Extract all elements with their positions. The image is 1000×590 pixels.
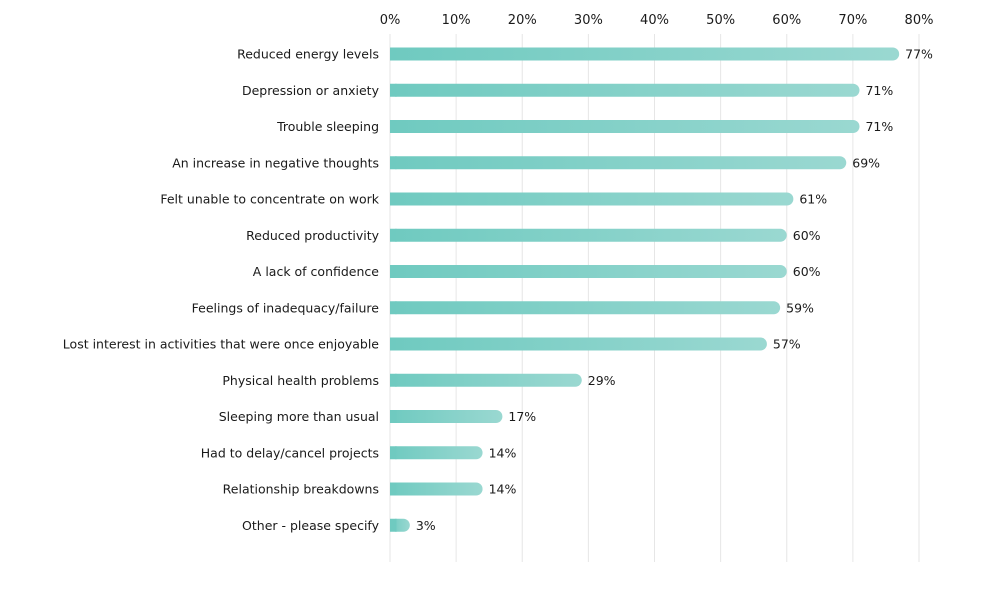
value-label: 60% bbox=[793, 228, 821, 243]
value-label: 59% bbox=[786, 300, 814, 315]
bar bbox=[390, 228, 787, 242]
value-label: 71% bbox=[865, 119, 893, 134]
category-label: Relationship breakdowns bbox=[223, 482, 379, 497]
bar-base bbox=[390, 337, 397, 351]
bar bbox=[390, 337, 767, 351]
category-label: Depression or anxiety bbox=[242, 83, 380, 98]
bar bbox=[390, 47, 900, 61]
x-tick-label: 40% bbox=[640, 13, 669, 28]
value-labels: 77% 71% 71% 69% 61% 60% 60% 59% 57% 29% 17% 14% 14% 3… bbox=[416, 47, 933, 533]
bar-base bbox=[390, 301, 397, 315]
value-label: 69% bbox=[852, 155, 880, 170]
bar-base bbox=[390, 156, 397, 170]
x-tick-label: 0% bbox=[380, 13, 401, 28]
category-label: Felt unable to concentrate on work bbox=[160, 192, 379, 207]
category-label: Feelings of inadequacy/failure bbox=[192, 300, 380, 315]
category-label: Physical health problems bbox=[222, 373, 379, 388]
category-labels: Reduced energy levels Depression or anxie… bbox=[63, 47, 380, 533]
x-axis-ticks: 0% 10% 20% 30% 40% 50% 60% 70% 80% bbox=[380, 13, 934, 28]
x-tick-label: 50% bbox=[706, 13, 735, 28]
value-label: 60% bbox=[793, 264, 821, 279]
bar-base bbox=[390, 192, 397, 206]
bar bbox=[390, 83, 860, 97]
category-label: A lack of confidence bbox=[253, 264, 379, 279]
category-label: An increase in negative thoughts bbox=[172, 155, 379, 170]
bar bbox=[390, 446, 483, 460]
bar bbox=[390, 192, 794, 206]
value-label: 3% bbox=[416, 518, 436, 533]
bar bbox=[390, 301, 781, 315]
value-label: 61% bbox=[799, 192, 827, 207]
bars bbox=[390, 47, 900, 532]
bar bbox=[390, 373, 582, 387]
category-label: Reduced productivity bbox=[246, 228, 379, 243]
category-label: Other - please specify bbox=[242, 518, 380, 533]
bar-base bbox=[390, 120, 397, 133]
bar-base bbox=[390, 482, 397, 496]
value-label: 29% bbox=[588, 373, 616, 388]
bar-base bbox=[390, 265, 397, 278]
bar-base bbox=[390, 518, 397, 532]
category-label: Sleeping more than usual bbox=[219, 409, 379, 424]
value-label: 77% bbox=[905, 47, 933, 62]
bar-base bbox=[390, 410, 397, 423]
bar bbox=[390, 120, 860, 133]
x-tick-label: 80% bbox=[905, 13, 934, 28]
x-tick-label: 30% bbox=[574, 13, 603, 28]
bar bbox=[390, 482, 483, 496]
bar bbox=[390, 156, 847, 170]
category-label: Had to delay/cancel projects bbox=[201, 445, 379, 460]
value-label: 17% bbox=[508, 409, 536, 424]
bar-base bbox=[390, 47, 397, 61]
bar bbox=[390, 410, 503, 423]
x-tick-label: 20% bbox=[508, 13, 537, 28]
value-label: 14% bbox=[489, 445, 517, 460]
bar bbox=[390, 265, 787, 278]
bar-base bbox=[390, 373, 397, 387]
category-label: Trouble sleeping bbox=[276, 119, 379, 134]
x-tick-label: 60% bbox=[772, 13, 801, 28]
bar-base bbox=[390, 228, 397, 242]
value-label: 14% bbox=[489, 482, 517, 497]
bar-base bbox=[390, 446, 397, 460]
value-label: 71% bbox=[865, 83, 893, 98]
x-tick-label: 70% bbox=[838, 13, 867, 28]
bar-base bbox=[390, 83, 397, 97]
category-label: Reduced energy levels bbox=[237, 47, 379, 62]
value-label: 57% bbox=[773, 337, 801, 352]
x-tick-label: 10% bbox=[442, 13, 471, 28]
category-label: Lost interest in activities that were on… bbox=[63, 337, 380, 352]
